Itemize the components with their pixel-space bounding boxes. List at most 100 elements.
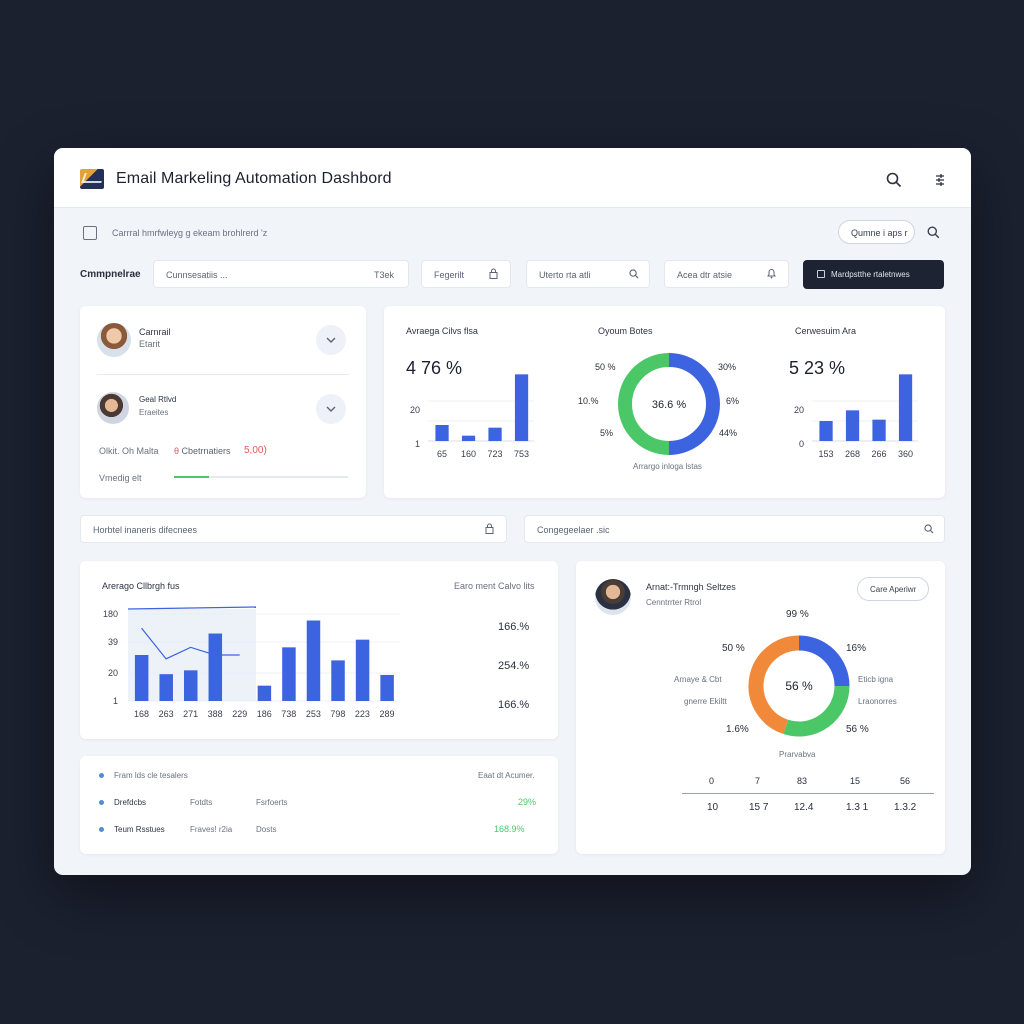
search-icon-secondary[interactable] [925,224,941,240]
filter-field-4[interactable]: Acea dtr atsie [664,260,789,288]
contact-avatar-2 [97,392,129,424]
bar [872,419,886,441]
bar [355,639,370,701]
x-tick-label: 753 [514,449,529,459]
contact-2-sub: Eraeites [139,408,169,417]
x-tick-label: 229 [232,709,247,719]
contact-1-sub: Etarit [139,339,161,349]
filter-field-1[interactable]: Cunnsesatiis ... T3ek [153,260,409,288]
x-tick-label: 253 [306,709,321,719]
search-icon [924,524,934,536]
filter-field-2[interactable]: Fegerilt [421,260,511,288]
donut2-right-mid1: Eticb igna [858,675,894,684]
donut-main-left-label-3: 5% [600,428,614,438]
profile-panel: Arnat:-Trmngh Seltzes Cenntrrter Rtrol C… [576,561,945,854]
donut-main-right-label-2: 6% [726,396,740,406]
table-cell: 10 [707,802,719,813]
bullet-dot [99,800,104,805]
filters-section-label: Cmmpnelrae [80,269,141,280]
bar [845,410,860,441]
right-search-input[interactable]: Congegeelaer .sic [524,515,945,543]
y-tick-label: 20 [410,405,420,415]
row-name: Teum Rsstues [114,825,165,834]
left-search-input[interactable]: Horbtel inaneris difecnees [80,515,507,543]
conversion-big-value: 5 23 % [789,358,846,378]
conversion-bar-chart: 153 268 266 360 20 0 [794,374,918,459]
lock-icon [485,523,494,536]
bar [435,425,449,441]
donut2-left-bottom: 1.6% [726,724,749,735]
y-tick-label: 20 [108,668,118,678]
x-tick-label: 738 [281,709,296,719]
table-cell: 1.3.2 [894,802,917,813]
x-tick-label: 65 [437,449,447,459]
filter-field-4-placeholder: Acea dtr atsie [677,270,733,280]
x-tick-label: 186 [257,709,272,719]
bar [461,435,476,441]
primary-action-button[interactable]: Mardpstthe rtaletnwes [803,260,944,289]
donut2-right-top: 16% [846,643,867,654]
bar [898,374,913,441]
y-tick-label: 180 [103,609,118,619]
donut-slice [618,353,670,455]
progress-fill [174,476,209,478]
profile-avatar [595,579,631,615]
contact-1-name: Carnrail [139,327,171,337]
table-row[interactable]: Teum Rsstues Fraves! r2ia Dosts 168.9% [80,819,558,843]
primary-action-label: Mardpstthe rtaletnwes [831,270,910,279]
donut-main-left-label-1: 50 % [595,362,616,372]
donut-slice [748,635,800,735]
x-tick-label: 160 [461,449,476,459]
avg-open-bar-chart: 65 160 723 753 20 1 [410,374,534,459]
table-divider [682,793,934,794]
bar [819,421,833,441]
campaign-list-card: Fram lds cle tesalers Eaat dt Acumer. Dr… [80,756,558,854]
table-row[interactable]: Drefdcbs Fotdts Fsrfoerts 29% [80,792,558,816]
donut2-right-bottom: 56 % [846,724,869,735]
profile-action-button[interactable]: Care Aperiwr [857,577,929,601]
donut-slice [798,635,850,687]
bar [380,674,394,701]
bar [488,427,502,441]
chevron-down-icon[interactable] [316,325,346,355]
bullet-dot [99,773,104,778]
donut-center-label: 36.6 % [652,399,686,411]
contacts-card: Carnrail Etarit Geal Rtlvd Eraeites Olki… [80,306,366,498]
search-icon[interactable] [884,170,904,190]
x-tick-label: 388 [208,709,223,719]
y-tick-label: 0 [799,439,804,449]
profile-donut-chart: 56 % [748,635,850,737]
contact-2-name: Geal Rtlvd [139,395,177,404]
x-tick-label: 360 [898,449,913,459]
avg-click-stat-1: 166.% [498,621,530,633]
settings-sliders-icon[interactable] [930,170,950,190]
table-header-cell: 15 [850,776,861,786]
charts-overview-card: Avraega Cilvs flsa 4 76 % 65 160 723 753 20 1… [384,306,945,498]
query-pill-button[interactable]: Qumne i aps r [838,220,915,244]
bar [257,685,272,701]
campaign-header-left: Fram lds cle tesalers [114,771,188,780]
status-value: 5,00) [244,445,267,456]
filter-field-1-value: T3ek [373,270,394,280]
top-line [127,606,257,610]
avg-open-big-value: 4 76 % [406,358,463,378]
filter-field-3[interactable]: Uterto rta atli [526,260,650,288]
conversion-title: Cerwesuim Ara [795,326,857,336]
donut-main-right-label-1: 30% [718,362,737,372]
chevron-down-icon[interactable] [316,394,346,424]
profile-name: Arnat:-Trmngh Seltzes [646,582,736,592]
subheader-text: Carrral hmrfwleyg g ekeam brohlrerd 'z [112,228,268,238]
x-tick-label: 263 [159,709,174,719]
bullet-dot [99,827,104,832]
profile-role: Cenntrrter Rtrol [646,598,702,607]
contact-avatar-1 [97,323,131,357]
donut-main-right-label-3: 44% [719,428,738,438]
x-tick-label: 266 [872,449,887,459]
x-tick-label: 723 [488,449,503,459]
document-icon [83,226,97,240]
bar [159,674,173,701]
app-logo-icon [80,169,104,189]
bar [184,670,198,701]
status-name-text: Cbetrnatiers [181,446,231,456]
progress-track [174,476,348,478]
